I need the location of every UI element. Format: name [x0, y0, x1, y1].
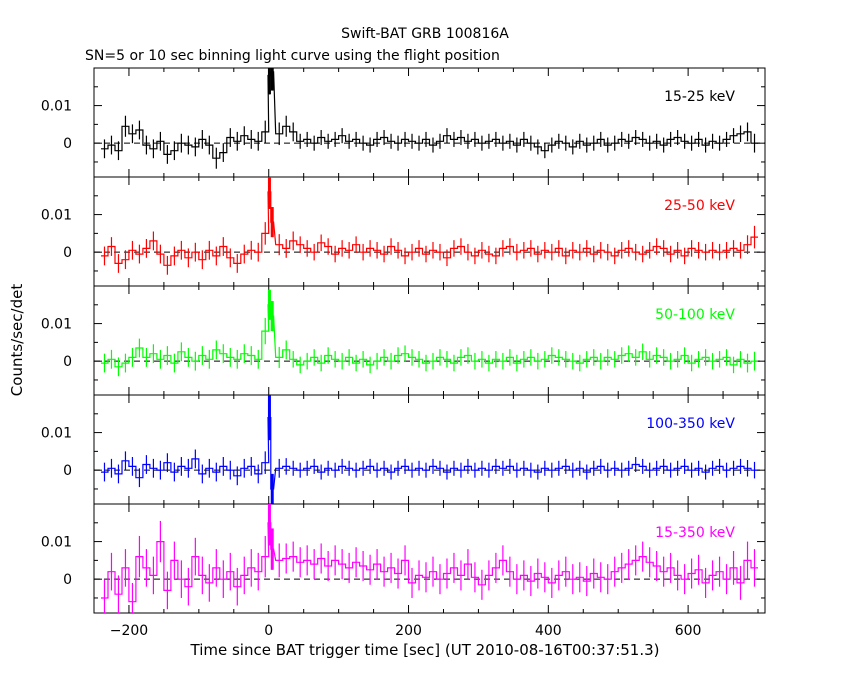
y-tick-label: 0	[63, 463, 72, 479]
y-tick-label: 0	[63, 354, 72, 370]
panels-group: 0 0.01 15-25 keV 0 0.01 25-50 keV 0 0.01 50-100 …	[41, 67, 766, 639]
y-tick-label: 0	[63, 136, 72, 152]
band-label: 15-350 keV	[655, 525, 735, 541]
light-curve-step	[101, 71, 758, 159]
y-tick-label: 0	[63, 572, 72, 588]
x-tick-label: 200	[395, 623, 422, 639]
panel-frame	[93, 394, 766, 505]
band-label: 50-100 keV	[655, 307, 735, 323]
x-tick-label: −200	[110, 623, 148, 639]
y-axis-label: Counts/sec/det	[8, 284, 26, 397]
x-axis-label: Time since BAT trigger time [sec] (UT 20…	[190, 641, 660, 659]
panel-frame	[93, 67, 766, 178]
x-tick-label: 400	[535, 623, 562, 639]
panel-frame	[93, 176, 766, 287]
panel-frame	[93, 285, 766, 396]
panel-frame	[93, 503, 766, 614]
panel-3: 0 0.01 50-100 keV	[41, 285, 766, 396]
band-label: 15-25 keV	[664, 89, 735, 105]
y-tick-label: 0	[63, 245, 72, 261]
y-tick-label: 0.01	[41, 99, 72, 115]
y-tick-label: 0.01	[41, 426, 72, 442]
x-tick-label: 0	[264, 623, 273, 639]
y-tick-label: 0.01	[41, 317, 72, 333]
x-tick-label: 600	[675, 623, 702, 639]
light-curve-step	[101, 191, 758, 266]
band-label: 100-350 keV	[646, 416, 735, 432]
chart-subtitle: SN=5 or 10 sec binning light curve using…	[85, 48, 500, 64]
chart-title: Swift-BAT GRB 100816A	[341, 26, 509, 42]
panel-1: 0 0.01 15-25 keV	[41, 67, 766, 178]
panel-5: 0 0.01 15-350 keV	[41, 503, 766, 614]
panel-2: 0 0.01 25-50 keV	[41, 176, 766, 287]
band-label: 25-50 keV	[664, 198, 735, 214]
panel-4: 0 0.01 100-350 keV	[41, 394, 766, 505]
y-tick-label: 0.01	[41, 208, 72, 224]
y-tick-label: 0.01	[41, 535, 72, 551]
